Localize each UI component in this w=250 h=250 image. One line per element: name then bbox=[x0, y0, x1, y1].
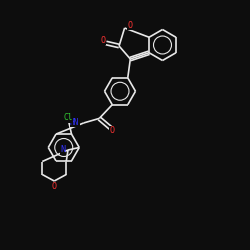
Text: O: O bbox=[109, 126, 114, 136]
Text: HN: HN bbox=[70, 118, 79, 127]
Text: Cl: Cl bbox=[63, 113, 72, 122]
Text: N: N bbox=[60, 146, 65, 154]
Text: O: O bbox=[100, 36, 105, 45]
Text: O: O bbox=[52, 182, 57, 191]
Text: O: O bbox=[128, 21, 132, 30]
